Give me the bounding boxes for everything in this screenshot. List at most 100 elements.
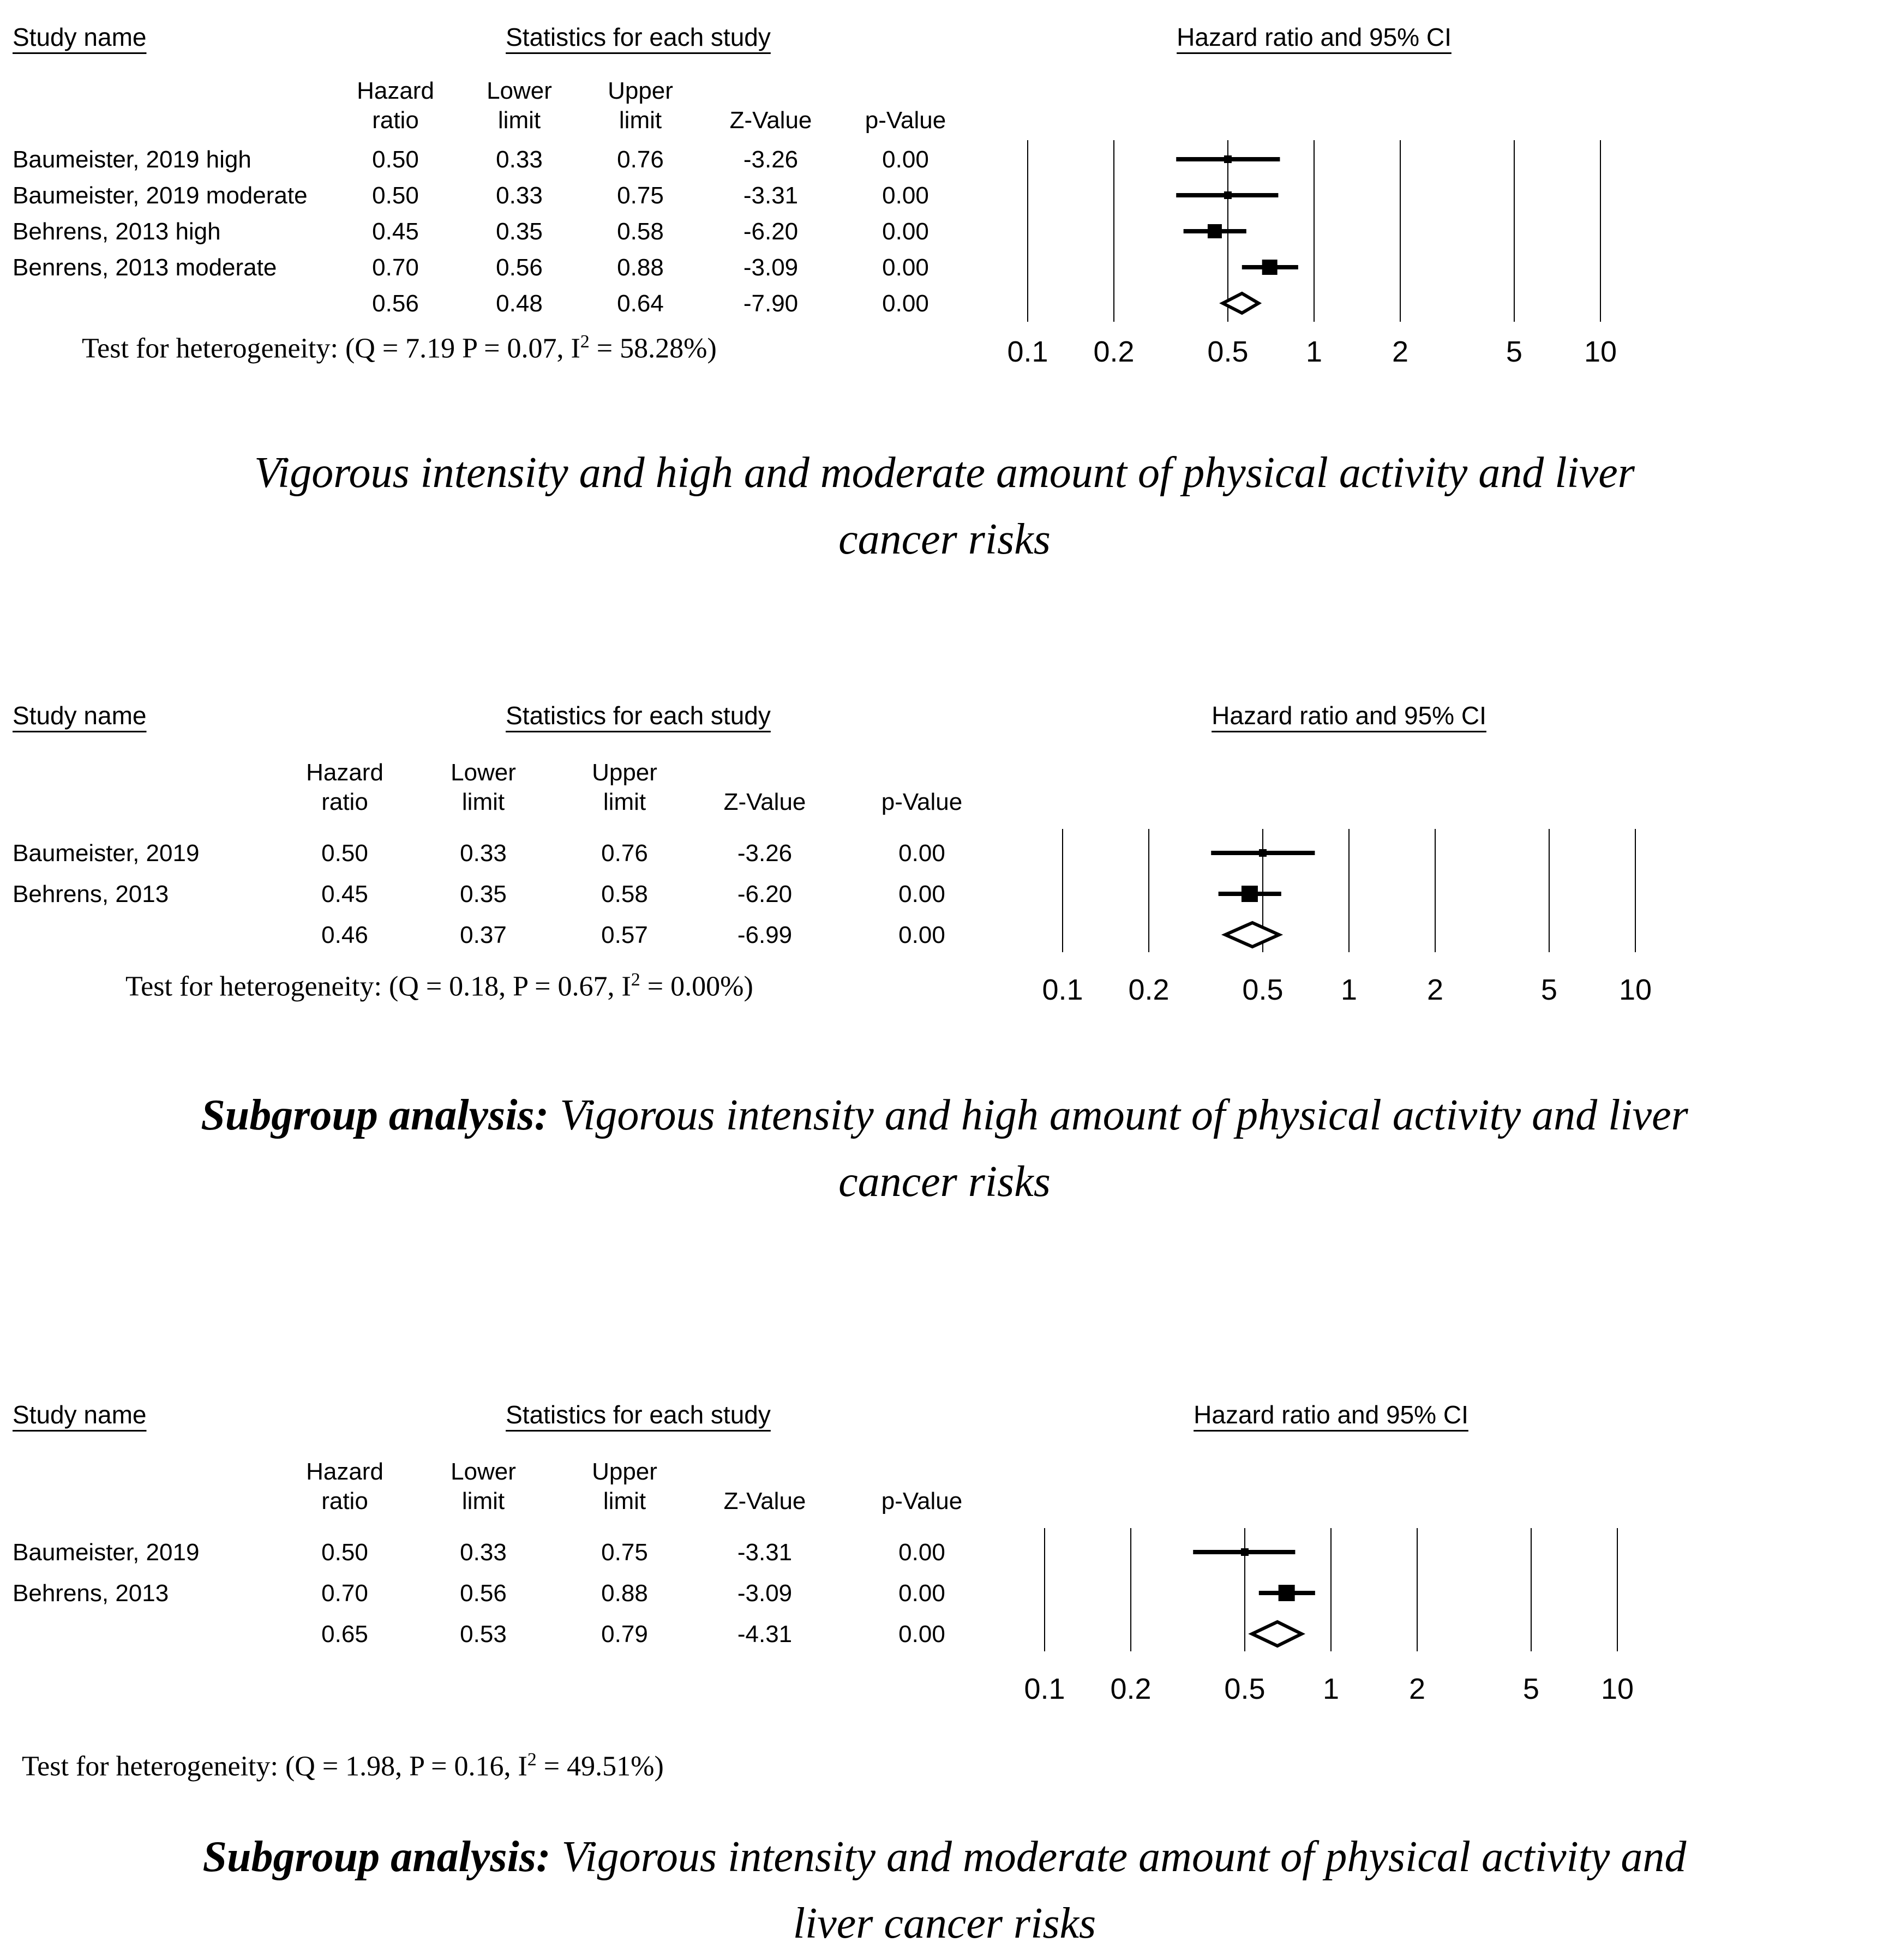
axis-tick-label: 2 bbox=[1427, 973, 1443, 1006]
cell-lo: 0.33 bbox=[496, 182, 543, 209]
col-head-line: limit bbox=[497, 107, 541, 134]
axis-tick-label: 1 bbox=[1323, 1673, 1339, 1705]
pooled-diamond bbox=[1248, 1620, 1306, 1648]
study-name-header-label: Study name bbox=[13, 1400, 147, 1429]
heterogeneity-text: Test for heterogeneity: (Q = 1.98, P = 0… bbox=[22, 1751, 527, 1782]
caption-line: cancer risks bbox=[838, 515, 1051, 563]
axis-tick-label: 0.5 bbox=[1242, 973, 1283, 1006]
figure-caption-2: Subgroup analysis: Vigorous intensity an… bbox=[0, 1082, 1889, 1215]
col-head-line: ratio bbox=[372, 107, 419, 134]
forest-plot: 0.1 0.2 0.5 1 2 5 10 bbox=[1024, 1528, 1634, 1705]
study-name-header: Study name bbox=[13, 700, 146, 731]
cell-p: 0.00 bbox=[898, 1621, 945, 1648]
col-head-lower-limit: Lower limit bbox=[418, 758, 549, 817]
cell-hr: 0.50 bbox=[321, 840, 368, 867]
cell-up: 0.76 bbox=[601, 840, 648, 867]
cell-z: -6.20 bbox=[737, 881, 793, 907]
hr-marker bbox=[1224, 155, 1232, 163]
figure-caption-3: Subgroup analysis: Vigorous intensity an… bbox=[0, 1824, 1889, 1957]
axis-tick-label: 0.5 bbox=[1207, 335, 1248, 368]
cell-study: Behrens, 2013 bbox=[13, 1580, 169, 1607]
col-head-upper-limit: Upper limit bbox=[559, 1457, 690, 1516]
col-head-line: Z-Value bbox=[723, 789, 806, 815]
cell-lo: 0.56 bbox=[496, 254, 543, 281]
heterogeneity-superscript: 2 bbox=[580, 332, 590, 352]
cell-z: -3.09 bbox=[743, 254, 799, 281]
hr-marker bbox=[1241, 886, 1258, 902]
axis-tick-label: 5 bbox=[1506, 335, 1522, 368]
cell-z: -3.31 bbox=[737, 1539, 793, 1566]
plot-header: Hazard ratio and 95% CI bbox=[1086, 1399, 1576, 1430]
cell-lo: 0.35 bbox=[496, 218, 543, 245]
cell-study: Behrens, 2013 bbox=[13, 881, 169, 907]
axis-tick-label: 5 bbox=[1541, 973, 1557, 1006]
axis-tick-label: 1 bbox=[1306, 335, 1322, 368]
heterogeneity-text: = 58.28%) bbox=[589, 333, 717, 364]
forest-plot: 0.1 0.2 0.5 1 2 5 10 bbox=[1042, 829, 1652, 1006]
caption-line: Subgroup analysis: Vigorous intensity an… bbox=[0, 1824, 1889, 1890]
col-head-line: Upper bbox=[592, 1458, 657, 1485]
hr-marker bbox=[1240, 1548, 1249, 1556]
cell-up: 0.76 bbox=[617, 146, 664, 173]
cell-up: 0.58 bbox=[617, 218, 664, 245]
col-head-z-value: Z-Value bbox=[699, 758, 830, 817]
col-head-line: limit bbox=[603, 789, 646, 815]
heterogeneity-text: Test for heterogeneity: (Q = 0.18, P = 0… bbox=[125, 971, 631, 1002]
col-head-line: Lower bbox=[487, 77, 552, 104]
col-head-line: p-Value bbox=[881, 1488, 963, 1514]
hr-marker bbox=[1278, 1585, 1295, 1601]
col-head-z-value: Z-Value bbox=[705, 76, 836, 135]
pooled-diamond bbox=[1219, 291, 1262, 315]
axis-tick-label: 0.2 bbox=[1094, 335, 1135, 368]
col-head-line bbox=[699, 1457, 830, 1487]
table-row: Baumeister, 2019 high 0.50 0.33 0.76 -3.26 0.… bbox=[0, 144, 1889, 176]
cell-study: Baumeister, 2019 high bbox=[13, 146, 251, 173]
cell-up: 0.88 bbox=[601, 1580, 648, 1607]
col-head-line: Hazard bbox=[306, 759, 383, 786]
hr-marker bbox=[1207, 224, 1222, 238]
axis-tick-label: 0.1 bbox=[1007, 335, 1048, 368]
statistics-header: Statistics for each study bbox=[365, 22, 911, 52]
cell-p: 0.00 bbox=[882, 182, 929, 209]
col-head-hazard-ratio: Hazard ratio bbox=[279, 1457, 410, 1516]
cell-up: 0.79 bbox=[601, 1621, 648, 1648]
heterogeneity-text: Test for heterogeneity: (Q = 7.19 P = 0.… bbox=[82, 333, 580, 364]
col-head-hazard-ratio: Hazard ratio bbox=[330, 76, 461, 135]
col-head-line: Lower bbox=[451, 1458, 516, 1485]
col-head-p-value: p-Value bbox=[856, 1457, 987, 1516]
col-head-p-value: p-Value bbox=[840, 76, 971, 135]
statistics-header-label: Statistics for each study bbox=[506, 1400, 771, 1429]
cell-z: -7.90 bbox=[743, 290, 799, 317]
axis-tick-label: 0.5 bbox=[1224, 1673, 1265, 1705]
cell-hr: 0.65 bbox=[321, 1621, 368, 1648]
caption-bold-prefix: Subgroup analysis: bbox=[202, 1833, 551, 1881]
plot-header-label: Hazard ratio and 95% CI bbox=[1212, 701, 1486, 730]
cell-up: 0.58 bbox=[601, 881, 648, 907]
caption-line: Vigorous intensity and high and moderate… bbox=[0, 440, 1889, 506]
cell-p: 0.00 bbox=[898, 1580, 945, 1607]
table-row: Baumeister, 2019 0.50 0.33 0.75 -3.31 0.00 bbox=[0, 1537, 1889, 1568]
cell-lo: 0.56 bbox=[460, 1580, 507, 1607]
axis-tick-label: 10 bbox=[1601, 1673, 1634, 1705]
col-head-line: ratio bbox=[321, 789, 368, 815]
axis-tick-label: 1 bbox=[1341, 973, 1357, 1006]
cell-p: 0.00 bbox=[882, 218, 929, 245]
axis-tick-label: 10 bbox=[1584, 335, 1617, 368]
col-head-line: Upper bbox=[608, 77, 673, 104]
cell-hr: 0.56 bbox=[372, 290, 419, 317]
study-name-header: Study name bbox=[13, 22, 146, 52]
caption-text: Vigorous intensity and moderate amount o… bbox=[550, 1833, 1687, 1881]
cell-p: 0.00 bbox=[898, 881, 945, 907]
axis-tick-label: 2 bbox=[1409, 1673, 1425, 1705]
table-row: Benrens, 2013 moderate 0.70 0.56 0.88 -3.09 0… bbox=[0, 252, 1889, 284]
cell-p: 0.00 bbox=[882, 146, 929, 173]
cell-up: 0.75 bbox=[601, 1539, 648, 1566]
table-row: 0.56 0.48 0.64 -7.90 0.00 bbox=[0, 288, 1889, 320]
statistics-header-label: Statistics for each study bbox=[506, 701, 771, 730]
forest-plot: 0.1 0.2 0.5 1 2 5 10 bbox=[1007, 140, 1617, 368]
col-head-lower-limit: Lower limit bbox=[418, 1457, 549, 1516]
cell-up: 0.75 bbox=[617, 182, 664, 209]
